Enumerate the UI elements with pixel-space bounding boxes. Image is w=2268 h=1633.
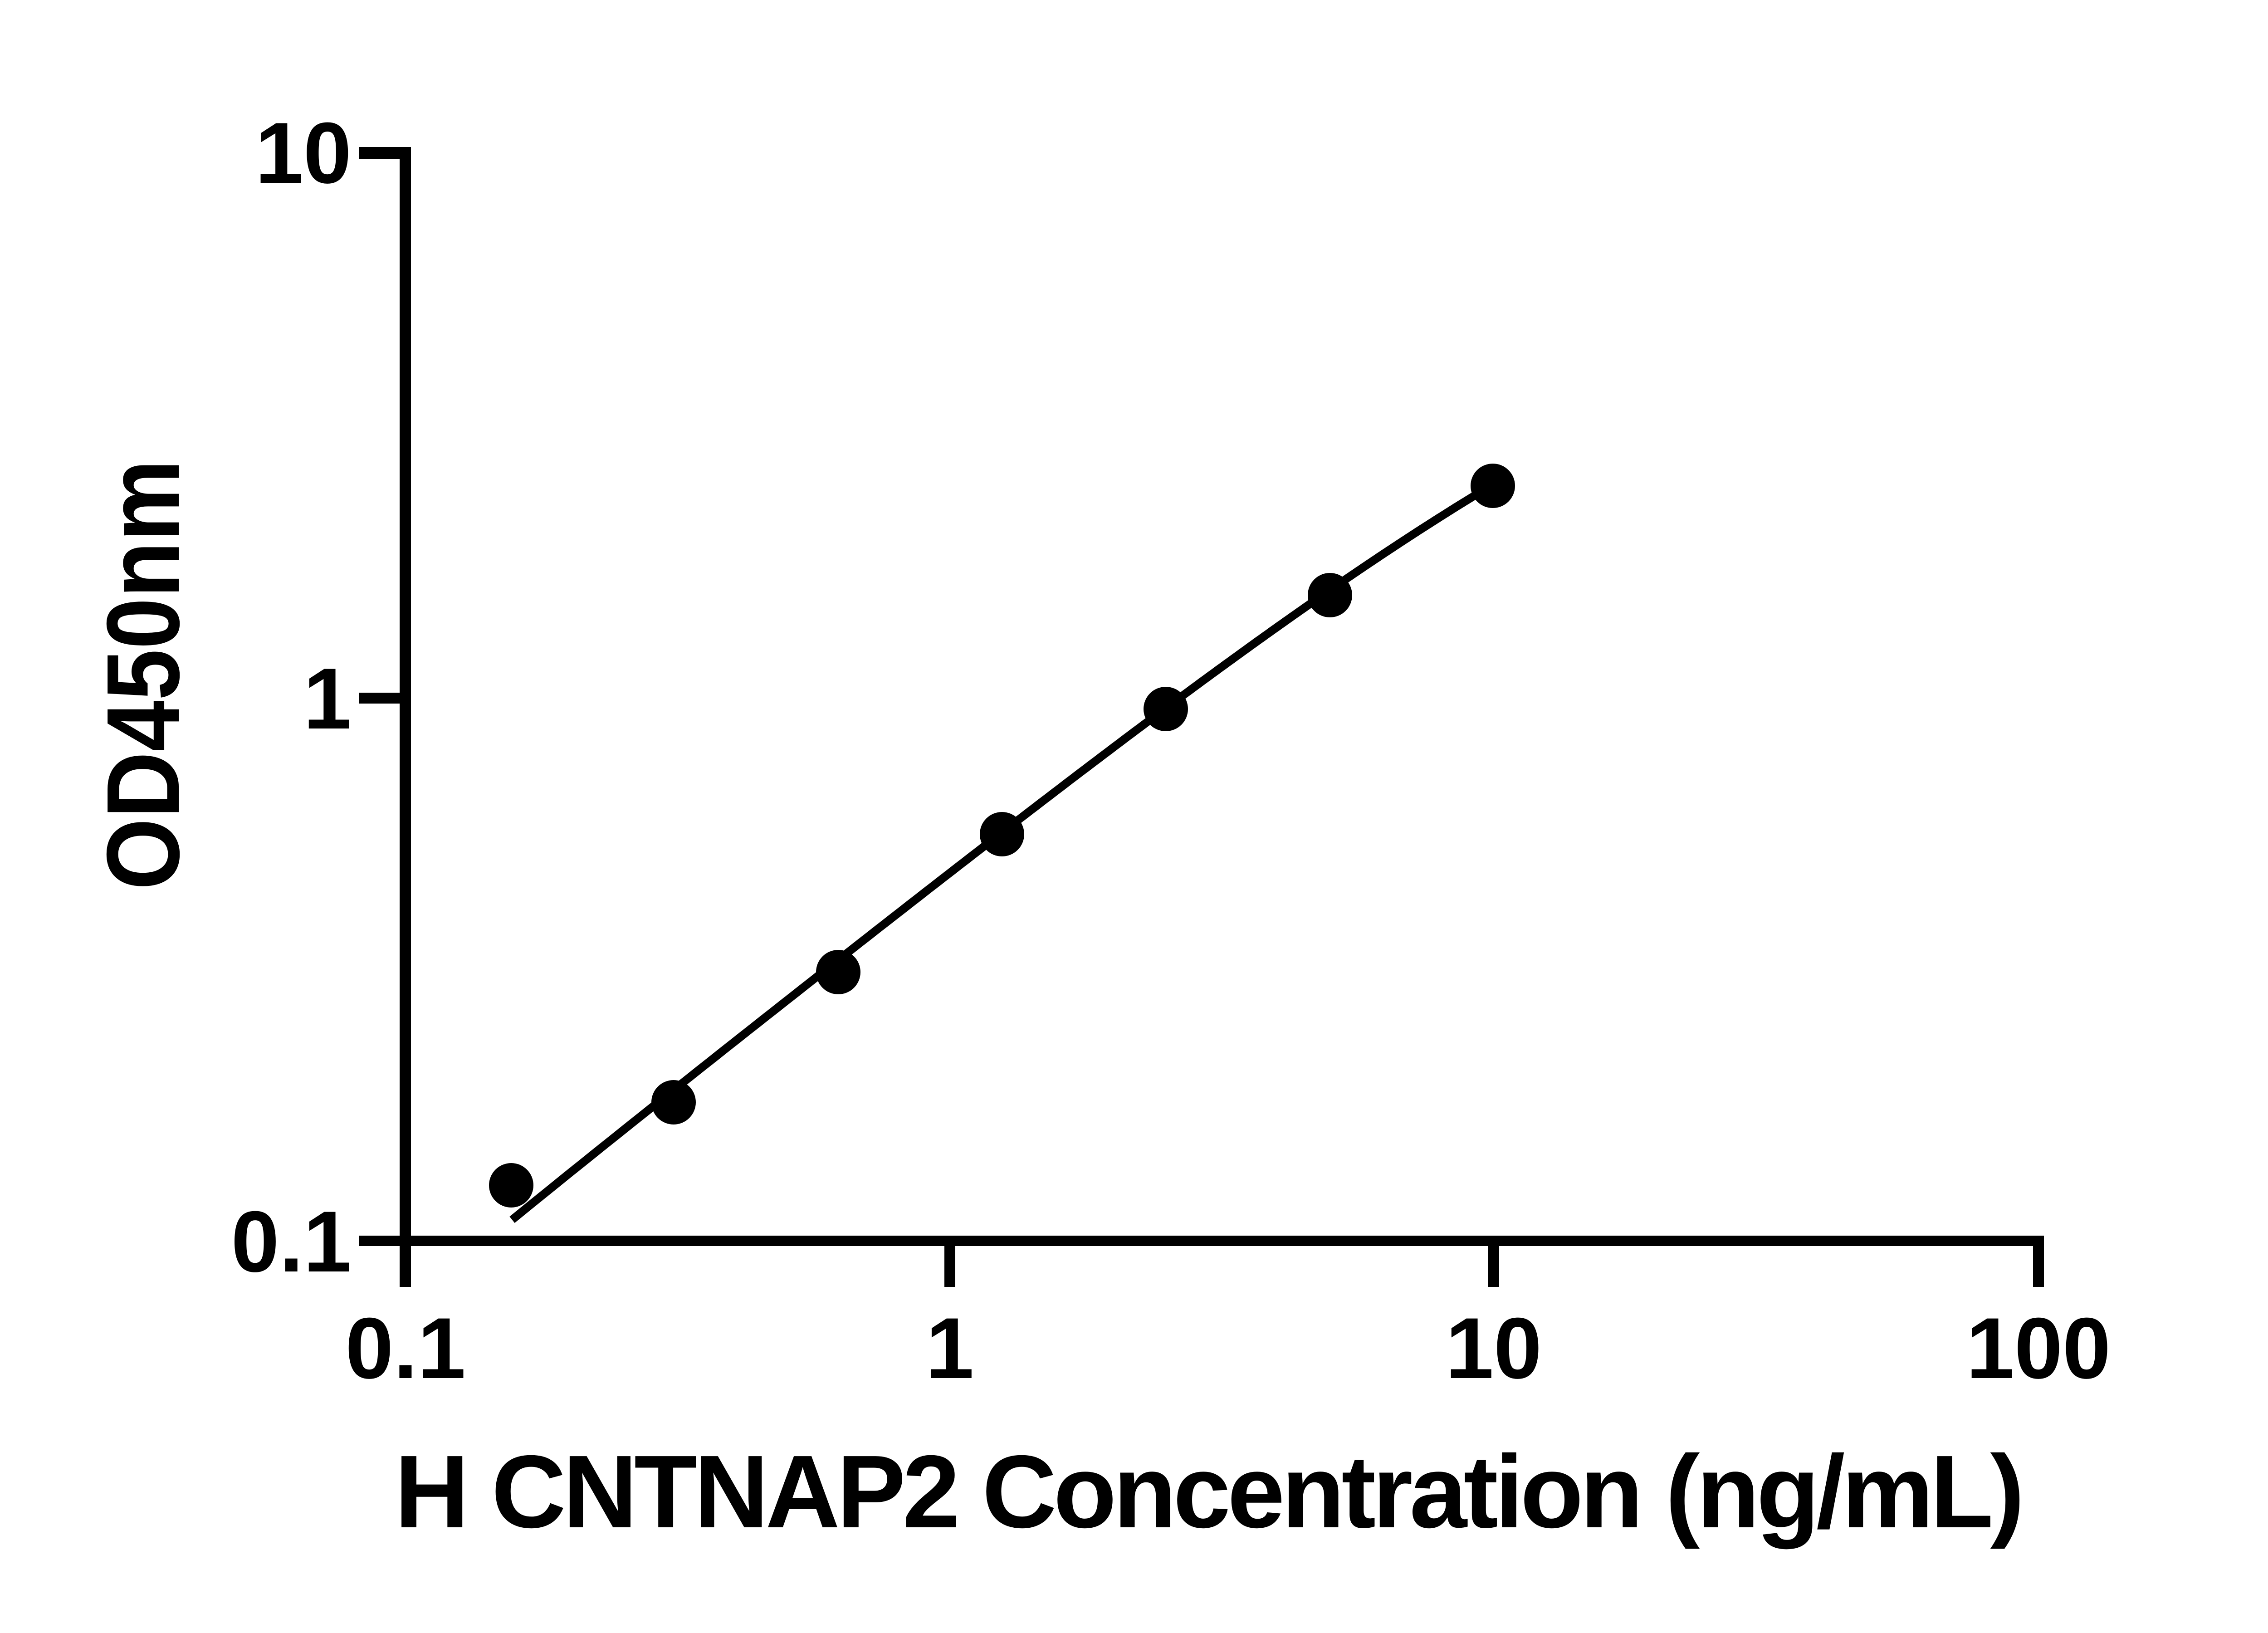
svg-text:10: 10 [255, 105, 352, 201]
svg-text:H CNTNAP2 Concentration (ng/mL: H CNTNAP2 Concentration (ng/mL) [395, 1434, 2021, 1550]
svg-text:0.1: 0.1 [345, 1300, 466, 1397]
svg-text:0.1: 0.1 [231, 1193, 352, 1290]
svg-text:10: 10 [1446, 1300, 1542, 1397]
svg-text:1: 1 [926, 1300, 974, 1397]
svg-text:1: 1 [303, 650, 352, 747]
svg-text:OD450nm: OD450nm [86, 460, 201, 890]
svg-text:100: 100 [1966, 1300, 2111, 1397]
